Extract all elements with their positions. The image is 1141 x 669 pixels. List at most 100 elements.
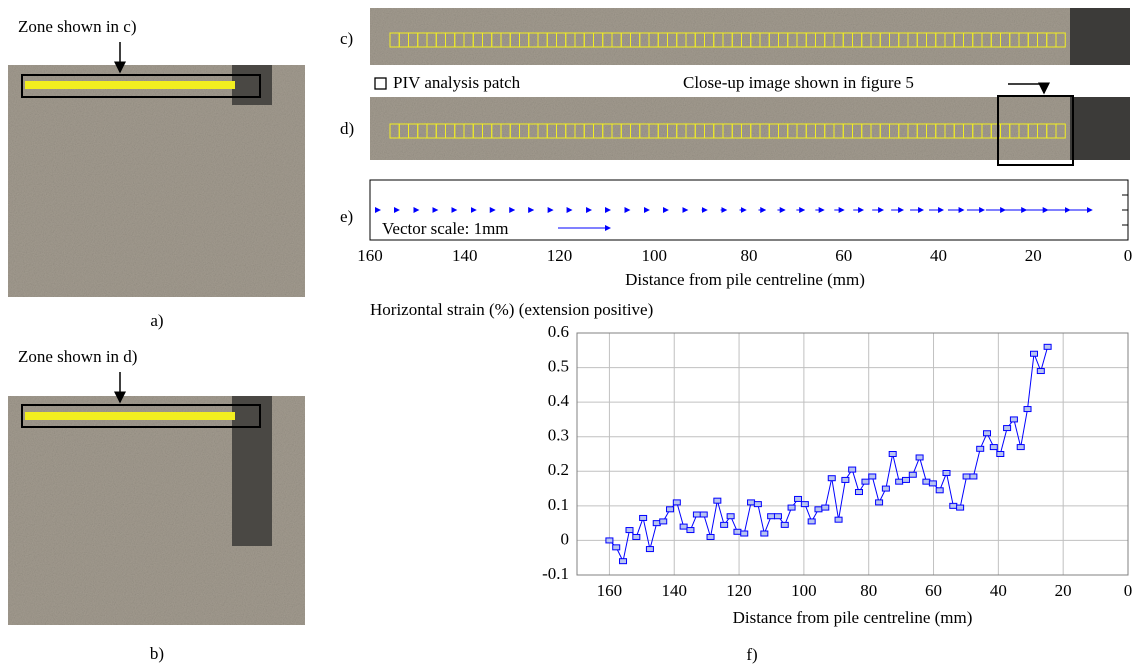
scale-label: Vector scale: 1mm	[382, 219, 509, 238]
panel-label: d)	[340, 119, 354, 138]
data-point	[969, 473, 978, 480]
data-point	[1030, 350, 1039, 357]
data-point	[949, 502, 958, 509]
strip-d	[370, 95, 1130, 166]
data-point	[868, 473, 877, 480]
data-point	[773, 513, 782, 520]
data-point	[679, 523, 688, 530]
data-point	[848, 466, 857, 473]
y-tick-label: 0.5	[548, 356, 569, 375]
data-point	[652, 520, 661, 527]
data-point	[1036, 368, 1045, 375]
y-tick-label: 0.2	[548, 460, 569, 479]
panel-label: f)	[746, 645, 757, 664]
data-point	[942, 470, 951, 477]
x-tick-label: 40	[930, 246, 947, 265]
data-point	[672, 499, 681, 506]
data-point	[605, 537, 614, 544]
data-point	[699, 511, 708, 518]
data-point	[888, 451, 897, 457]
data-point	[619, 558, 628, 565]
piv-patch	[1055, 123, 1066, 139]
closeup-label: Close-up image shown in figure 5	[683, 73, 914, 92]
x-tick-label: 120	[726, 581, 752, 600]
data-point	[983, 430, 992, 437]
data-point	[625, 527, 634, 534]
x-tick-label: 80	[741, 246, 758, 265]
data-point	[976, 445, 985, 452]
data-point	[956, 504, 965, 511]
data-point	[928, 480, 937, 487]
data-point	[962, 473, 971, 480]
data-point	[922, 478, 931, 485]
data-point	[827, 475, 836, 482]
data-point	[740, 530, 749, 537]
data-point	[834, 516, 843, 523]
panel-label: a)	[150, 311, 163, 330]
x-tick-label: 40	[990, 581, 1007, 600]
x-tick-label: 140	[452, 246, 478, 265]
data-line	[609, 346, 1049, 563]
data-point	[713, 497, 722, 504]
data-point	[895, 478, 904, 485]
piv-patch	[1055, 32, 1066, 48]
data-point	[875, 499, 884, 506]
zone-label: Zone shown in d)	[18, 347, 137, 366]
panel-label: e)	[340, 207, 353, 226]
data-point	[780, 521, 789, 528]
data-point	[996, 451, 1005, 457]
x-tick-label: 0	[1124, 246, 1133, 265]
photo-a	[8, 65, 305, 297]
x-axis-title: Distance from pile centreline (mm)	[733, 608, 973, 627]
legend-square	[374, 77, 387, 90]
data-point	[753, 501, 762, 508]
x-tick-label: 100	[791, 581, 817, 600]
data-point	[706, 533, 715, 540]
data-point	[854, 489, 863, 496]
data-point	[733, 528, 742, 535]
y-tick-label: 0	[561, 529, 570, 548]
y-tick-label: 0.1	[548, 495, 569, 514]
data-point	[807, 518, 816, 525]
data-point	[787, 504, 796, 511]
data-point	[692, 511, 701, 518]
data-point	[901, 476, 910, 483]
panel-label: b)	[150, 644, 164, 663]
data-point	[726, 513, 735, 520]
data-point	[639, 514, 648, 521]
data-point	[659, 518, 668, 525]
data-point	[632, 533, 641, 540]
data-point	[1023, 406, 1032, 413]
x-axis-title: Distance from pile centreline (mm)	[625, 270, 865, 289]
data-point	[747, 499, 756, 506]
x-tick-label: 140	[661, 581, 687, 600]
data-point	[841, 476, 850, 483]
panel-label: c)	[340, 29, 353, 48]
data-point	[720, 521, 729, 528]
data-point	[1043, 343, 1052, 350]
y-tick-label: -0.1	[542, 564, 569, 583]
y-tick-label: 0.3	[548, 426, 569, 445]
data-point	[1016, 444, 1025, 451]
data-point	[814, 506, 823, 513]
data-point	[861, 478, 870, 485]
x-tick-label: 160	[597, 581, 623, 600]
data-point	[666, 506, 675, 513]
data-point	[612, 544, 621, 551]
x-tick-label: 160	[357, 246, 383, 265]
x-tick-label: 20	[1025, 246, 1042, 265]
data-point	[821, 504, 830, 511]
photo-b	[8, 396, 305, 625]
data-point	[686, 527, 695, 534]
data-point	[1009, 416, 1018, 423]
x-tick-label: 120	[547, 246, 573, 265]
y-tick-label: 0.6	[548, 322, 569, 341]
data-point	[767, 513, 776, 520]
data-point	[794, 495, 803, 502]
data-point	[881, 485, 890, 492]
strip-c	[370, 8, 1130, 65]
x-tick-label: 60	[925, 581, 942, 600]
y-axis-title: Horizontal strain (%) (extension positiv…	[370, 300, 653, 319]
legend-label: PIV analysis patch	[393, 73, 521, 92]
